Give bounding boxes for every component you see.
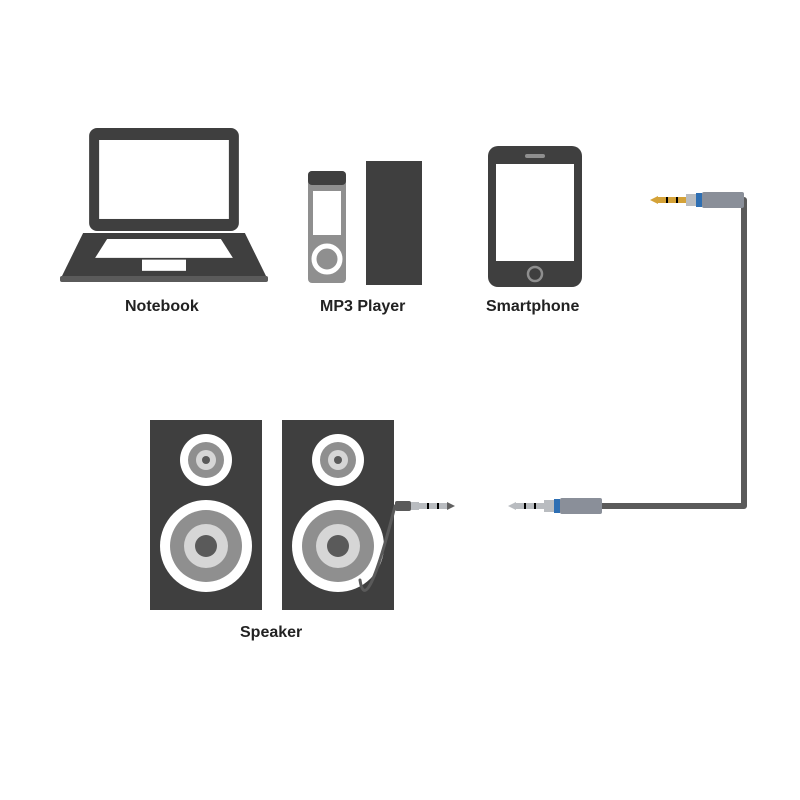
audio-cable <box>0 0 800 800</box>
audio-jack-icon <box>650 186 744 214</box>
audio-jack-icon <box>508 492 602 520</box>
aux-plug-icon <box>395 492 465 520</box>
